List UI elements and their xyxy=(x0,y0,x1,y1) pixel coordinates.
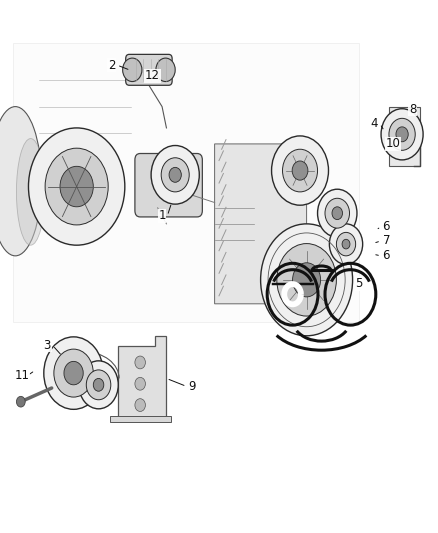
Circle shape xyxy=(332,207,343,220)
Circle shape xyxy=(86,370,111,400)
Text: 9: 9 xyxy=(188,380,196,393)
Circle shape xyxy=(169,167,181,182)
Text: 5: 5 xyxy=(356,277,363,290)
Polygon shape xyxy=(110,416,171,422)
Polygon shape xyxy=(389,107,420,166)
Circle shape xyxy=(17,397,25,407)
Circle shape xyxy=(135,399,145,411)
Text: 12: 12 xyxy=(145,69,160,82)
Circle shape xyxy=(44,337,103,409)
Circle shape xyxy=(261,224,353,336)
Circle shape xyxy=(79,361,118,409)
Circle shape xyxy=(272,136,328,205)
FancyBboxPatch shape xyxy=(135,154,202,217)
Polygon shape xyxy=(13,43,359,322)
Circle shape xyxy=(389,118,415,150)
Text: 11: 11 xyxy=(14,369,29,382)
Circle shape xyxy=(54,349,93,397)
Text: 3: 3 xyxy=(44,339,51,352)
Text: 8: 8 xyxy=(409,103,416,116)
Circle shape xyxy=(283,149,318,192)
Circle shape xyxy=(64,361,83,385)
Text: 10: 10 xyxy=(386,138,401,150)
Text: 4: 4 xyxy=(371,117,378,130)
Polygon shape xyxy=(215,144,307,304)
Circle shape xyxy=(342,239,350,249)
Circle shape xyxy=(60,166,93,207)
Circle shape xyxy=(329,224,363,264)
Circle shape xyxy=(336,232,356,256)
Circle shape xyxy=(293,263,321,297)
Circle shape xyxy=(396,127,408,142)
Circle shape xyxy=(123,58,142,82)
Circle shape xyxy=(292,161,308,180)
Circle shape xyxy=(277,244,336,316)
Circle shape xyxy=(325,198,350,228)
FancyBboxPatch shape xyxy=(126,54,172,85)
Ellipse shape xyxy=(0,107,42,256)
Text: 6: 6 xyxy=(382,220,390,233)
Circle shape xyxy=(161,158,189,192)
Circle shape xyxy=(381,109,423,160)
Text: 1: 1 xyxy=(158,209,166,222)
Text: 6: 6 xyxy=(382,249,390,262)
Circle shape xyxy=(135,377,145,390)
Circle shape xyxy=(135,356,145,369)
Circle shape xyxy=(151,146,199,204)
Circle shape xyxy=(318,189,357,237)
Circle shape xyxy=(28,128,125,245)
Text: 7: 7 xyxy=(382,235,390,247)
Text: 2: 2 xyxy=(108,59,116,71)
Polygon shape xyxy=(118,336,166,421)
Ellipse shape xyxy=(17,139,45,245)
Circle shape xyxy=(156,58,175,82)
Circle shape xyxy=(45,148,108,225)
Circle shape xyxy=(93,378,104,391)
